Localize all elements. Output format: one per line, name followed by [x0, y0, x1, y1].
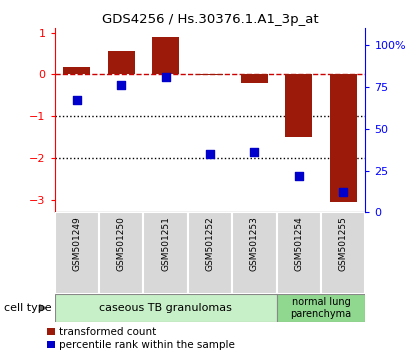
Point — [251, 149, 258, 155]
Point — [74, 97, 80, 103]
Title: GDS4256 / Hs.30376.1.A1_3p_at: GDS4256 / Hs.30376.1.A1_3p_at — [102, 13, 318, 26]
Bar — [197, 74, 223, 75]
Bar — [277, 212, 321, 294]
Bar — [188, 212, 232, 294]
Bar — [143, 212, 188, 294]
Text: cell type: cell type — [4, 303, 52, 313]
Text: GSM501254: GSM501254 — [294, 216, 303, 271]
Text: GSM501250: GSM501250 — [117, 216, 126, 272]
Bar — [241, 74, 268, 83]
Point — [207, 151, 213, 157]
Text: GSM501251: GSM501251 — [161, 216, 170, 272]
Bar — [63, 67, 90, 74]
Legend: transformed count, percentile rank within the sample: transformed count, percentile rank withi… — [47, 327, 234, 350]
Text: GSM501253: GSM501253 — [250, 216, 259, 272]
Bar — [108, 51, 134, 74]
Text: GSM501249: GSM501249 — [72, 216, 81, 271]
Text: GSM501255: GSM501255 — [339, 216, 348, 272]
Point — [118, 82, 125, 88]
Bar — [232, 212, 277, 294]
Bar — [99, 212, 143, 294]
Point — [162, 74, 169, 80]
Bar — [152, 37, 179, 74]
Text: normal lung
parenchyma: normal lung parenchyma — [291, 297, 352, 319]
Point — [295, 173, 302, 178]
Text: caseous TB granulomas: caseous TB granulomas — [99, 303, 232, 313]
Bar — [277, 294, 365, 322]
Bar — [321, 212, 365, 294]
Point — [340, 189, 346, 195]
Bar — [55, 212, 99, 294]
Text: GSM501252: GSM501252 — [205, 216, 215, 271]
Bar — [55, 294, 277, 322]
Bar — [330, 74, 357, 202]
Bar — [286, 74, 312, 137]
